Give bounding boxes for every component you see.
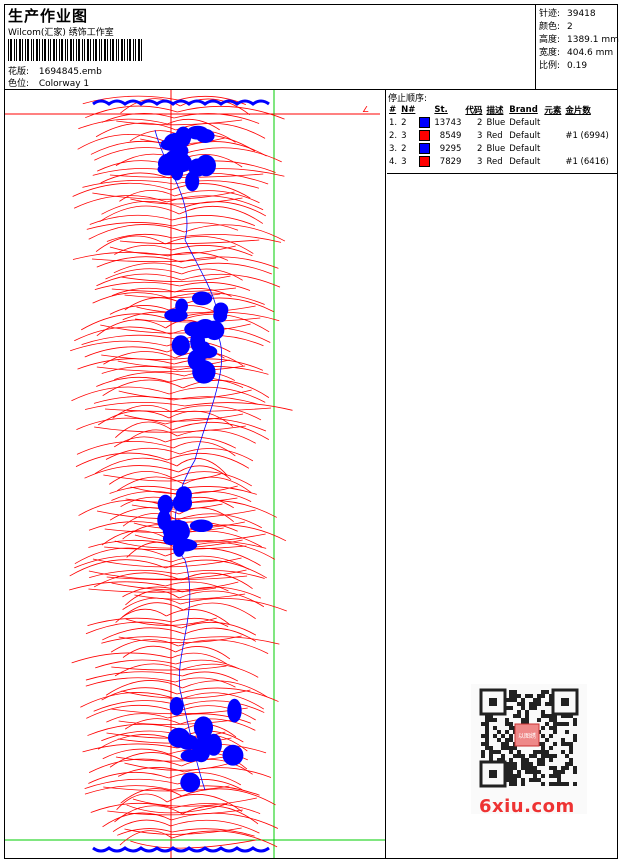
watermark-card: 以图绣	[471, 684, 587, 814]
stats-box: 针迹: 39418 颜色: 2 高度: 1389.1 mm 宽度: 404.6 mm 比…	[535, 5, 619, 89]
row-needle: 2	[401, 117, 407, 128]
row-sequin: #1 (6994)	[565, 130, 609, 141]
row-desc: Blue	[486, 143, 506, 154]
embroidery-design-preview: ∠	[5, 90, 385, 858]
table-row: 3. 2 9295 2 Blue Default	[387, 142, 611, 155]
row-sequin: #1 (6416)	[565, 156, 609, 167]
col-index: #	[389, 105, 397, 115]
header-info: 生产作业图 Wilcom(汇家) 绣饰工作室 花版: 1694845.emb 色…	[5, 5, 535, 89]
row-index: 2.	[389, 130, 398, 141]
design-file: 1694845.emb	[38, 67, 102, 77]
svg-text:∠: ∠	[362, 105, 369, 114]
stitch-count-row: 针迹: 39418	[539, 9, 596, 19]
colorway-row: 色位: Colorway 1	[8, 76, 89, 89]
table-row: 1. 2 13743 2 Blue Default	[387, 116, 611, 129]
barcode-icon	[8, 39, 142, 61]
row-code: 2	[477, 117, 483, 128]
row-index: 3.	[389, 143, 398, 154]
row-stitches: 8549	[439, 130, 462, 141]
col-sequin: 金片数	[565, 106, 591, 116]
row-code: 2	[477, 143, 483, 154]
qr-badge: 以图绣	[518, 732, 536, 740]
col-element: 元素	[544, 106, 562, 116]
row-needle: 2	[401, 143, 407, 154]
width-row: 宽度: 404.6 mm	[539, 48, 614, 58]
height-row: 高度: 1389.1 mm	[539, 35, 619, 45]
table-row: 4. 3 7829 3 Red Default #1 (6416)	[387, 155, 611, 168]
col-stitches: St.	[434, 105, 448, 115]
design-height: 1389.1 mm	[567, 35, 619, 45]
header-divider	[5, 89, 617, 90]
table-header-row: # N# St. 代码 描述 Brand 元素 金片数	[387, 104, 611, 116]
row-desc: Red	[486, 156, 503, 167]
row-brand: Default	[509, 143, 541, 154]
scale: 0.19	[567, 61, 588, 71]
stitch-count: 39418	[567, 9, 596, 19]
colorway: Colorway 1	[38, 79, 90, 89]
stop-sequence-panel: 停止顺序: # N# St. 代码 描述 Brand 元素 金片数 1. 2 137…	[387, 90, 617, 858]
col-desc: 描述	[486, 106, 504, 116]
row-stitches: 7829	[439, 156, 462, 167]
row-element	[542, 129, 563, 142]
col-brand: Brand	[509, 105, 538, 115]
row-index: 4.	[389, 156, 398, 167]
color-swatch	[419, 156, 431, 167]
row-needle: 3	[401, 130, 407, 141]
stop-sequence-title: 停止顺序:	[388, 94, 428, 104]
color-swatch	[419, 130, 431, 141]
colorway-label: 色位:	[8, 79, 30, 89]
row-brand: Default	[509, 156, 541, 167]
color-swatch	[419, 117, 431, 128]
row-brand: Default	[509, 117, 541, 128]
design-preview: ∠	[5, 90, 386, 858]
row-element	[542, 142, 563, 155]
color-count-row: 颜色: 2	[539, 22, 573, 32]
row-sequin	[563, 142, 611, 155]
scale-row: 比例: 0.19	[539, 61, 588, 71]
col-needle: N#	[401, 105, 416, 115]
row-sequin	[563, 116, 611, 129]
row-element	[542, 116, 563, 129]
panel-divider	[387, 173, 617, 174]
row-stitches: 13743	[434, 117, 462, 128]
design-width: 404.6 mm	[567, 48, 614, 58]
design-file-label: 花版:	[8, 67, 30, 77]
qr-code-icon: 以图绣	[479, 688, 579, 788]
watermark-site: 6xiu.com	[479, 796, 575, 817]
row-desc: Red	[486, 130, 503, 141]
row-code: 3	[477, 156, 483, 167]
col-code: 代码	[465, 106, 483, 116]
design-file-row: 花版: 1694845.emb	[8, 64, 102, 77]
stop-sequence-table: # N# St. 代码 描述 Brand 元素 金片数 1. 2 13743 2 Blu…	[387, 104, 611, 168]
swatch	[417, 116, 432, 129]
studio-name: Wilcom(汇家) 绣饰工作室	[8, 28, 114, 38]
row-stitches: 9295	[439, 143, 462, 154]
swatch	[417, 129, 432, 142]
row-index: 1.	[389, 117, 398, 128]
row-brand: Default	[509, 130, 541, 141]
row-code: 3	[477, 130, 483, 141]
row-desc: Blue	[486, 117, 506, 128]
table-row: 2. 3 8549 3 Red Default #1 (6994)	[387, 129, 611, 142]
row-element	[542, 155, 563, 168]
swatch	[417, 155, 432, 168]
production-worksheet: 生产作业图 Wilcom(汇家) 绣饰工作室 花版: 1694845.emb 色…	[4, 4, 619, 859]
row-needle: 3	[401, 156, 407, 167]
color-swatch	[419, 143, 431, 154]
swatch	[417, 142, 432, 155]
color-count: 2	[567, 22, 573, 32]
page-title: 生产作业图	[8, 7, 89, 25]
col-swatch	[417, 104, 432, 116]
